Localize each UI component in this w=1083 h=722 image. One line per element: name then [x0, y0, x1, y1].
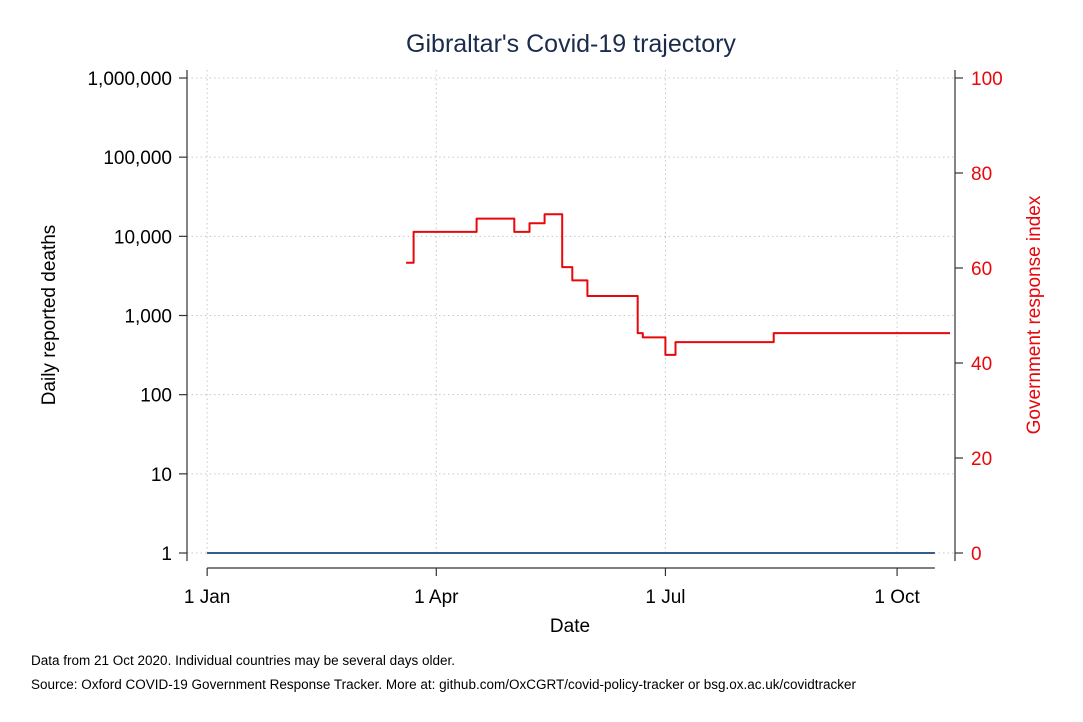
- x-tick-label: 1 Jul: [645, 587, 685, 608]
- ticks: 1 10 100 1,000 10,000 100,000 1,000,000 0 20 40 60…: [87, 69, 1002, 608]
- y-right-tick-label: 100: [971, 69, 1003, 90]
- y-right-tick-label: 80: [971, 164, 992, 185]
- y-left-tick-label: 10: [151, 465, 172, 486]
- y-right-tick-label: 40: [971, 354, 992, 375]
- x-tick-label: 1 Apr: [414, 587, 459, 608]
- data-date-note: Data from 21 Oct 2020. Individual countr…: [31, 653, 455, 668]
- y-right-tick-label: 60: [971, 259, 992, 280]
- source-note: Source: Oxford COVID-19 Government Respo…: [31, 677, 857, 692]
- y-left-tick-label: 1,000,000: [87, 69, 172, 90]
- y-axis-right-label: Government response index: [1024, 195, 1045, 434]
- x-tick-label: 1 Jan: [184, 587, 230, 608]
- y-left-tick-label: 1,000: [124, 307, 172, 328]
- covid-trajectory-chart: Gibraltar's Covid-19 trajectory 1 10 100 1,…: [39, 30, 1045, 637]
- grid: [187, 70, 955, 554]
- y-left-tick-label: 100,000: [103, 148, 172, 169]
- y-left-tick-label: 1: [161, 544, 172, 565]
- axes: [186, 70, 956, 569]
- y-axis-left-label: Daily reported deaths: [39, 225, 60, 406]
- y-left-tick-label: 100: [140, 386, 172, 407]
- series: [207, 213, 950, 554]
- chart-title: Gibraltar's Covid-19 trajectory: [406, 30, 736, 58]
- y-right-tick-label: 20: [971, 449, 992, 470]
- y-right-tick-label: 0: [971, 544, 982, 565]
- response-index-series-line: [406, 213, 950, 356]
- x-tick-label: 1 Oct: [874, 587, 920, 608]
- y-left-tick-label: 10,000: [114, 227, 172, 248]
- x-axis-label: Date: [550, 616, 590, 637]
